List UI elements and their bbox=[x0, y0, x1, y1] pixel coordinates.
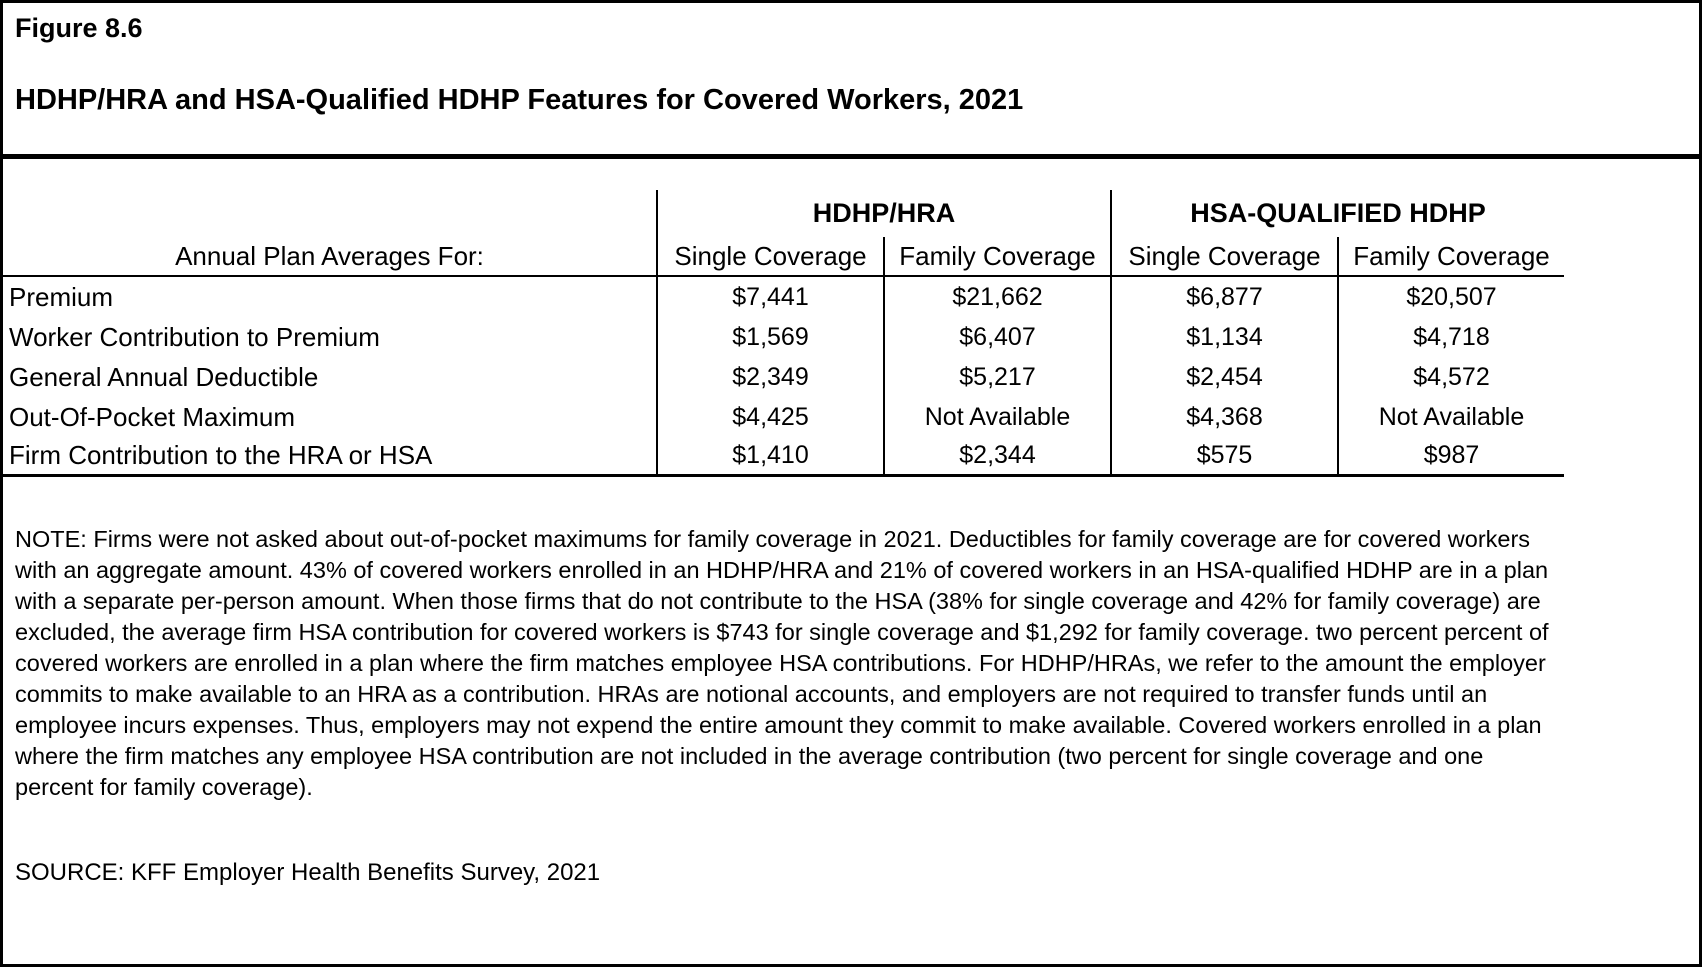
table-cell: $987 bbox=[1337, 437, 1564, 478]
table-cell: $4,368 bbox=[1110, 397, 1337, 438]
row-header: Annual Plan Averages For: bbox=[3, 237, 656, 278]
header-divider bbox=[3, 154, 1699, 160]
table-cell: $4,425 bbox=[656, 397, 883, 438]
table-cell: $20,507 bbox=[1337, 277, 1564, 318]
empty-corner-cell bbox=[3, 190, 656, 238]
table-cell: Not Available bbox=[883, 397, 1110, 438]
row-label-general-annual-deductible: General Annual Deductible bbox=[3, 357, 656, 398]
column-header-hsa-single: Single Coverage bbox=[1110, 237, 1337, 278]
group-header-hsa-qualified-hdhp: HSA-QUALIFIED HDHP bbox=[1110, 190, 1564, 238]
table-cell: $4,718 bbox=[1337, 317, 1564, 358]
row-label-firm-contribution: Firm Contribution to the HRA or HSA bbox=[3, 437, 656, 478]
table-cell: $575 bbox=[1110, 437, 1337, 478]
table-cell: $21,662 bbox=[883, 277, 1110, 318]
row-label-premium: Premium bbox=[3, 277, 656, 318]
source-text: SOURCE: KFF Employer Health Benefits Sur… bbox=[15, 859, 601, 887]
table-cell: $6,407 bbox=[883, 317, 1110, 358]
table-grid: HDHP/HRA HSA-QUALIFIED HDHP Annual Plan … bbox=[3, 190, 1566, 478]
figure-label: Figure 8.6 bbox=[15, 13, 143, 43]
figure-title: HDHP/HRA and HSA-Qualified HDHP Features… bbox=[15, 84, 1024, 117]
group-header-hdhp-hra: HDHP/HRA bbox=[656, 190, 1110, 238]
column-header-hdhp-family: Family Coverage bbox=[883, 237, 1110, 278]
column-header-hsa-family: Family Coverage bbox=[1337, 237, 1564, 278]
table-cell: $6,877 bbox=[1110, 277, 1337, 318]
table-cell: $7,441 bbox=[656, 277, 883, 318]
note-text: NOTE: Firms were not asked about out-of-… bbox=[15, 526, 1549, 801]
row-label-out-of-pocket-maximum: Out-Of-Pocket Maximum bbox=[3, 397, 656, 438]
table-cell: $1,569 bbox=[656, 317, 883, 358]
table-cell: $5,217 bbox=[883, 357, 1110, 398]
table-cell: $2,454 bbox=[1110, 357, 1337, 398]
table-cell: $2,349 bbox=[656, 357, 883, 398]
column-header-hdhp-single: Single Coverage bbox=[656, 237, 883, 278]
table-cell: $1,410 bbox=[656, 437, 883, 478]
row-label-worker-contribution: Worker Contribution to Premium bbox=[3, 317, 656, 358]
table-cell: $4,572 bbox=[1337, 357, 1564, 398]
figure-header: Figure 8.6 HDHP/HRA and HSA-Qualified HD… bbox=[3, 3, 1699, 117]
table-cell: $2,344 bbox=[883, 437, 1110, 478]
data-table: HDHP/HRA HSA-QUALIFIED HDHP Annual Plan … bbox=[3, 190, 1699, 478]
table-cell: Not Available bbox=[1337, 397, 1564, 438]
table-cell: $1,134 bbox=[1110, 317, 1337, 358]
